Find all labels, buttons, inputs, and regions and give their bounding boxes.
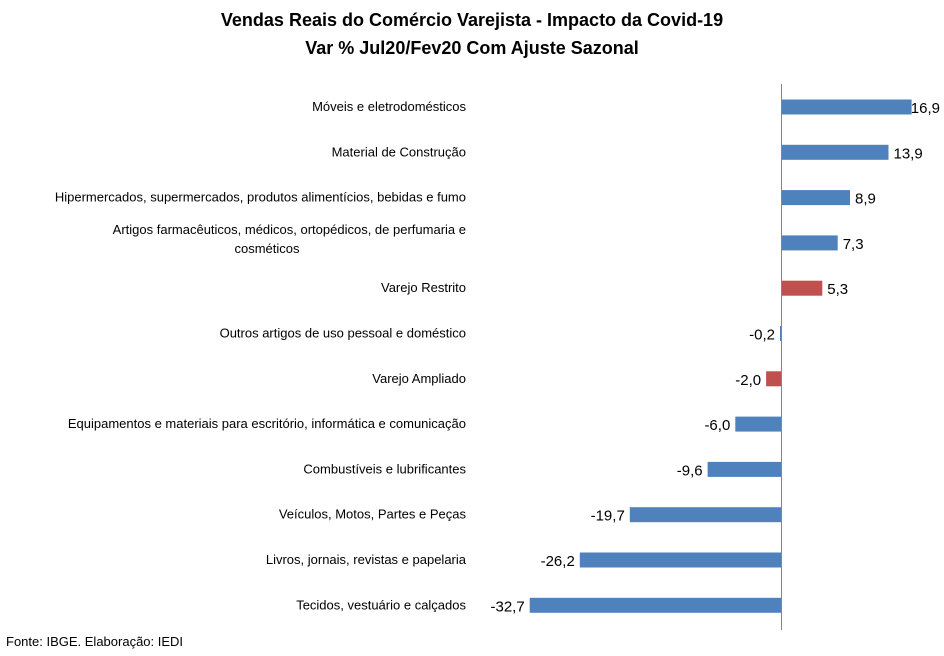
data-label: -32,7 <box>490 598 524 615</box>
bar <box>707 461 782 477</box>
bar <box>579 552 782 568</box>
bar <box>766 371 782 387</box>
category-label: Móveis e eletrodomésticos <box>312 99 466 114</box>
chart-subtitle-line: Var % Jul20/Fev20 Com Ajuste Sazonal <box>305 38 639 58</box>
category-label: Hipermercados, supermercados, produtos a… <box>55 190 466 205</box>
data-label: 13,9 <box>894 145 923 162</box>
category-label: Outros artigos de uso pessoal e doméstic… <box>220 326 466 341</box>
category-label: Artigos farmacêuticos, médicos, ortopédi… <box>113 222 466 256</box>
data-label: 5,3 <box>827 281 848 298</box>
category-label: Veículos, Motos, Partes e Peças <box>279 507 467 522</box>
source-note: Fonte: IBGE. Elaboração: IEDI <box>6 634 184 649</box>
data-label: -6,0 <box>704 417 730 434</box>
bar <box>781 235 838 251</box>
chart-title: Vendas Reais do Comércio Varejista - Imp… <box>0 6 944 62</box>
category-label: Varejo Restrito <box>381 280 466 295</box>
bar <box>781 280 823 296</box>
data-label: -19,7 <box>591 508 625 525</box>
data-label: -9,6 <box>677 462 703 479</box>
bars-layer <box>529 99 912 613</box>
data-label: 8,9 <box>855 191 876 208</box>
chart-title-line: Vendas Reais do Comércio Varejista - Imp… <box>220 10 724 30</box>
bar <box>781 144 889 160</box>
data-label: -26,2 <box>541 553 575 570</box>
bar <box>781 99 912 115</box>
bar <box>781 190 850 206</box>
category-label: Varejo Ampliado <box>372 371 466 386</box>
data-label: 7,3 <box>843 236 864 253</box>
category-label: Livros, jornais, revistas e papelaria <box>266 552 467 567</box>
bar <box>529 597 782 613</box>
category-label: Tecidos, vestuário e calçados <box>296 597 466 612</box>
labels-layer: Móveis e eletrodomésticos 16,9 Material de… <box>55 99 940 615</box>
data-label: 16,9 <box>911 100 940 117</box>
category-label: Equipamentos e materiais para escritório… <box>68 416 466 431</box>
bar <box>735 416 782 432</box>
data-label: -2,0 <box>735 372 761 389</box>
bar <box>629 507 782 523</box>
category-label: Material de Construção <box>332 144 466 159</box>
data-label: -0,2 <box>749 327 775 344</box>
bar <box>780 326 782 341</box>
category-label: Combustíveis e lubrificantes <box>303 461 466 476</box>
